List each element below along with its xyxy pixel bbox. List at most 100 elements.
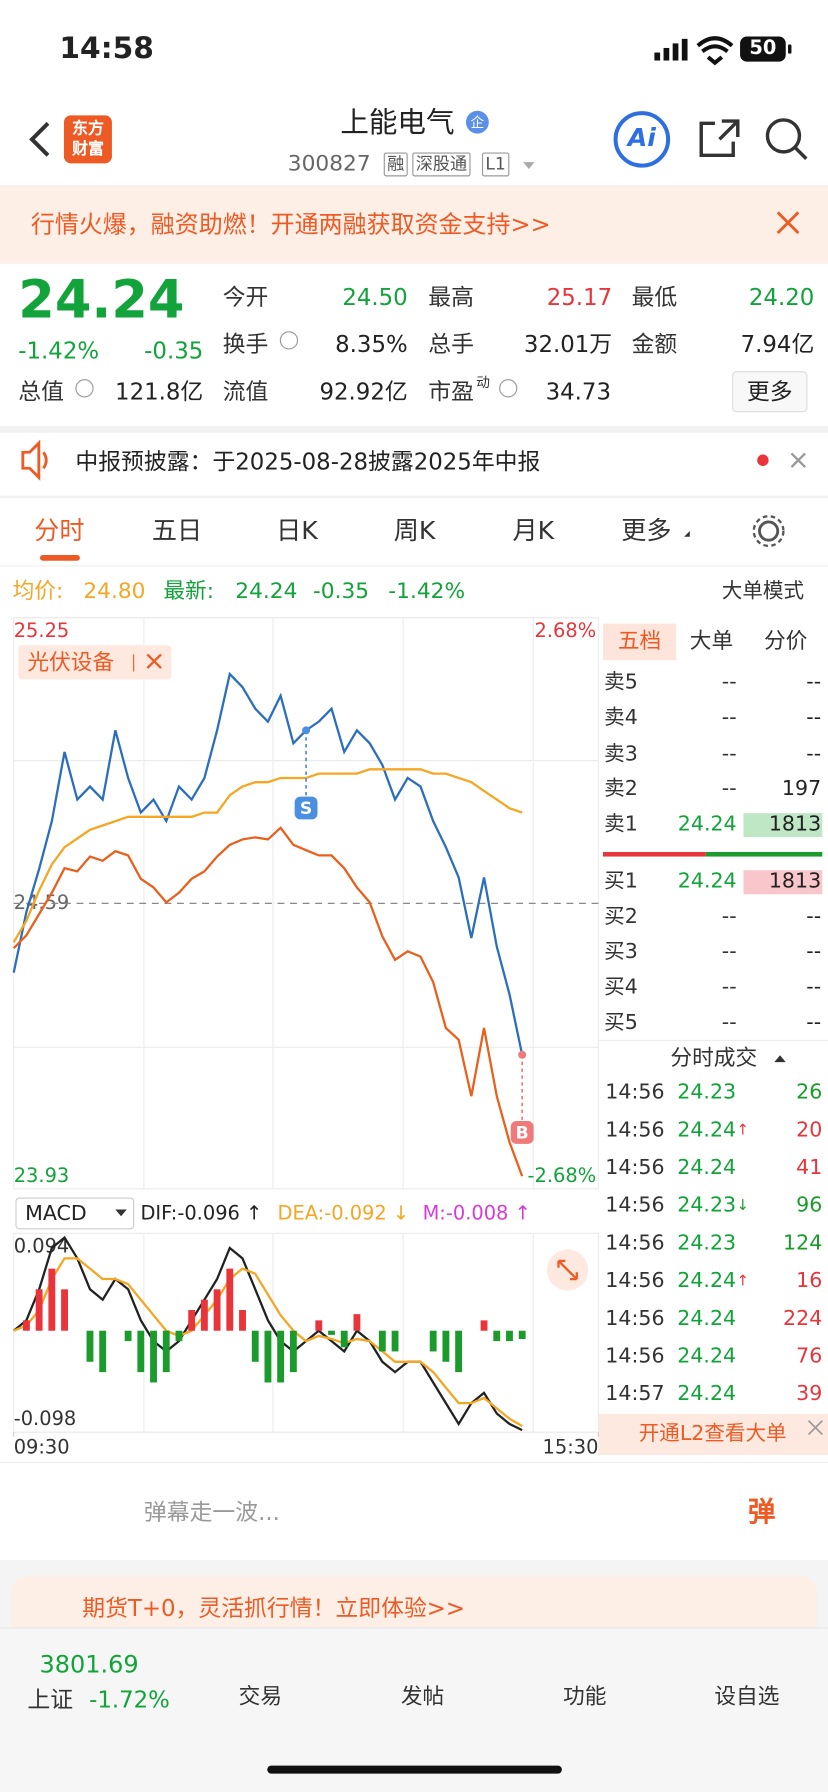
book-tab[interactable]: 大单 [689,628,734,654]
close-promo[interactable] [776,211,800,234]
divider [0,1461,828,1463]
l2-link[interactable]: 开通L2查看大单 [638,1421,787,1446]
battery [740,36,786,62]
stat-label: 金额 [631,330,678,358]
trade-time: 14:56 [605,1155,665,1180]
dropdown[interactable] [523,162,535,170]
tab[interactable]: 月K [512,517,555,546]
nav-item[interactable]: 功能 [563,1683,607,1710]
macd-bar [442,1330,450,1362]
bottom-nav [0,1627,828,1792]
book-price: 24.24 [677,869,737,894]
macd-bar [429,1330,437,1352]
mode-label[interactable]: 大单模式 [721,579,805,604]
macd-caret [115,1209,127,1217]
promo2-bar [11,1576,817,1634]
summary-avg: 24.80 [83,578,146,604]
info-icon [279,331,299,350]
nav-item[interactable]: 交易 [238,1683,283,1710]
ask-highlight [743,813,823,838]
legend-close[interactable] [146,653,162,669]
close-notice[interactable] [790,452,806,468]
promo2-text[interactable]: 期货T+0，灵活抓行情！立即体验>> [82,1594,466,1622]
back-button[interactable] [29,121,50,157]
trade-time: 14:56 [605,1080,665,1105]
macd-bar [22,1320,30,1331]
macd-bar [391,1330,399,1352]
book-price: -- [721,975,737,1000]
trade-price: 24.24 [677,1344,737,1369]
trade-time: 14:57 [605,1381,665,1406]
trade-volume: 20 [796,1118,823,1143]
y-tick-label: 25.25 [14,619,70,642]
stat-value: 24.20 [748,283,815,311]
stat-label: 流值 [222,378,269,406]
macd-select[interactable] [15,1197,135,1230]
macd-bar [213,1289,221,1331]
trade-time: 14:56 [605,1118,665,1143]
more-button[interactable]: 更多 [732,371,808,413]
trade-time: 14:56 [605,1306,665,1331]
notice-text: 中报预披露：于2025-08-28披露2025年中报 [75,447,541,476]
book-volume: 197 [781,776,822,801]
book-label: 买3 [604,939,638,964]
tab[interactable]: 五日 [151,517,203,546]
book-price: -- [721,742,737,767]
trade-volume: 224 [783,1306,823,1331]
tag: L1 [481,152,510,177]
book-volume: -- [806,705,822,730]
divider [0,565,828,567]
macd-bar [493,1330,501,1342]
series-line [12,671,524,1056]
search-handle [793,146,808,160]
book-tab[interactable]: 分价 [764,628,808,654]
badge-text: 企 [470,114,485,131]
battery-level: 50 [749,37,777,60]
tab[interactable]: 日K [276,517,318,546]
book-volume: 1813 [768,812,822,836]
trade-price: 24.24 [677,1306,737,1331]
l2-bar [598,1413,828,1455]
share-button[interactable] [699,119,740,158]
macd-bar [48,1268,56,1331]
home-indicator [267,1765,562,1774]
stat-label: 换手 [222,330,269,358]
trade-arrow: ↓ [736,1197,750,1215]
info-icon [75,379,94,398]
series-line [12,826,524,1177]
settings-gear [752,515,785,548]
tab[interactable]: 更多 [621,517,672,546]
book-tab[interactable]: 五档 [617,628,662,654]
book-price: -- [721,939,737,964]
indicator-readout: DEA:-0.092 ↓ [278,1202,410,1225]
tab-underline [39,555,80,561]
index-name: 上证 [27,1685,74,1714]
ai-button[interactable] [613,111,671,168]
book-label: 卖1 [604,812,638,836]
nav-item[interactable]: 发帖 [400,1683,445,1710]
tag: 融 [383,152,408,177]
stat-label: 总值 [18,378,64,406]
macd-bar [251,1330,259,1362]
promo-text[interactable]: 行情火爆，融资助燃！开通两融获取资金支持>> [30,210,551,239]
index-change: -1.72% [89,1685,170,1714]
nav-item[interactable]: 设自选 [714,1683,780,1710]
legend-label: 光伏设备 [27,651,114,676]
search-button[interactable] [765,118,802,154]
danmaku-button[interactable]: 弹 [748,1496,776,1529]
macd-bar [264,1330,272,1383]
settings-button[interactable] [758,520,780,542]
series-line [12,768,523,943]
annotation-dot [518,1050,527,1059]
battery-tip [788,44,792,54]
tab[interactable]: 分时 [34,517,85,546]
tab[interactable]: 周K [393,517,436,546]
close-l2[interactable] [807,1420,823,1436]
trade-arrow: ↑ [736,1122,750,1140]
macd-bar [518,1330,526,1340]
tag: 深股通 [412,152,471,177]
macd-bar [188,1310,196,1331]
bid-ratio [705,851,823,857]
stat-value: 34.73 [545,378,612,406]
